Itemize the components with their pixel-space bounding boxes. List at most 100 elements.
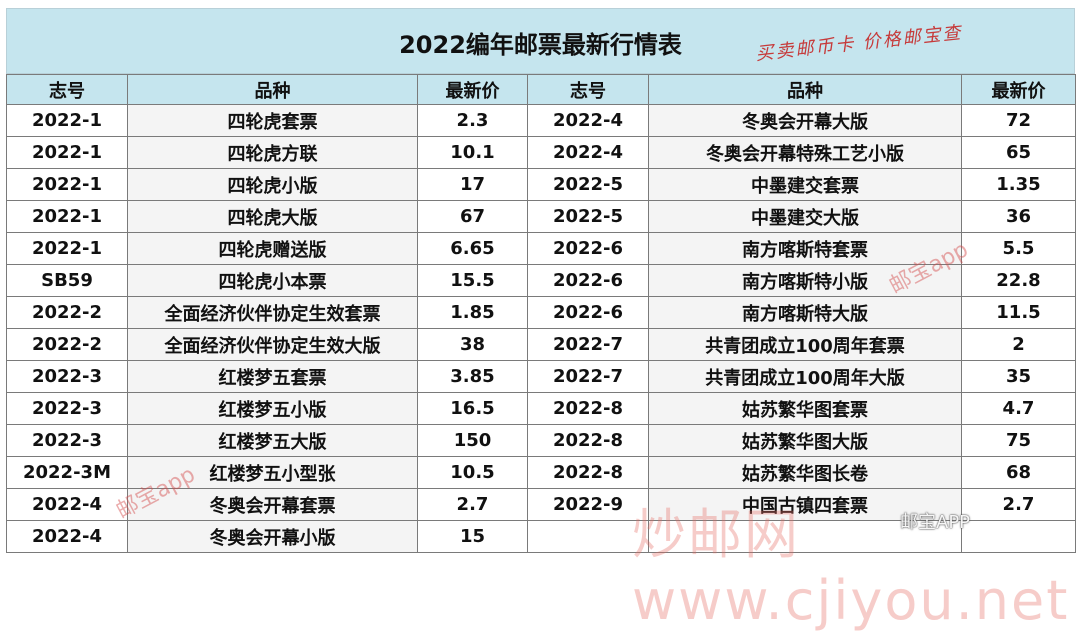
- cell-price: 1.85: [417, 296, 528, 329]
- cell-code: 2022-4: [527, 104, 649, 137]
- cell-price: 2.7: [417, 488, 528, 521]
- header-kind: 品种: [127, 74, 418, 105]
- header-price: 最新价: [961, 74, 1076, 105]
- cell-kind: 全面经济伙伴协定生效套票: [127, 296, 418, 329]
- cell-kind: 全面经济伙伴协定生效大版: [127, 328, 418, 361]
- cell-kind: 红楼梦五小版: [127, 392, 418, 425]
- cell-kind: 红楼梦五套票: [127, 360, 418, 393]
- cell-price: 2.3: [417, 104, 528, 137]
- cell-kind: 红楼梦五小型张: [127, 456, 418, 489]
- cell-code: 2022-4: [6, 520, 128, 553]
- table-row: 2022-1 四轮虎小版 17 2022-5 中墨建交套票 1.35: [6, 168, 1076, 201]
- header-price: 最新价: [417, 74, 528, 105]
- table-body: 2022-1 四轮虎套票 2.3 2022-4 冬奥会开幕大版 72 2022-1 四轮虎方联…: [6, 104, 1076, 553]
- cell-code: 2022-1: [6, 136, 128, 169]
- cell-code: 2022-1: [6, 232, 128, 265]
- cell-code: 2022-9: [527, 488, 649, 521]
- cell-price: 16.5: [417, 392, 528, 425]
- cell-price: 11.5: [961, 296, 1076, 329]
- cell-kind: 四轮虎小版: [127, 168, 418, 201]
- cell-kind: 四轮虎小本票: [127, 264, 418, 297]
- cell-price: 2.7: [961, 488, 1076, 521]
- page-title: 2022编年邮票最新行情表: [399, 31, 682, 59]
- cell-kind: 冬奥会开幕大版: [648, 104, 962, 137]
- cell-kind: 冬奥会开幕特殊工艺小版: [648, 136, 962, 169]
- cell-price: 15: [417, 520, 528, 553]
- table-row: 2022-1 四轮虎方联 10.1 2022-4 冬奥会开幕特殊工艺小版 65: [6, 136, 1076, 169]
- cell-code: 2022-3M: [6, 456, 128, 489]
- cell-code: 2022-6: [527, 232, 649, 265]
- table-row: 2022-3M 红楼梦五小型张 10.5 2022-8 姑苏繁华图长卷 68: [6, 456, 1076, 489]
- cell-code: SB59: [6, 264, 128, 297]
- header-row: 志号 品种 最新价 志号 品种 最新价: [6, 74, 1076, 105]
- table-row: 2022-3 红楼梦五套票 3.85 2022-7 共青团成立100周年大版 35: [6, 360, 1076, 393]
- header-kind: 品种: [648, 74, 962, 105]
- cell-kind: [648, 520, 962, 553]
- table-row: SB59 四轮虎小本票 15.5 2022-6 南方喀斯特小版 22.8: [6, 264, 1076, 297]
- cell-kind: 四轮虎大版: [127, 200, 418, 233]
- price-sheet: 2022编年邮票最新行情表 买卖邮币卡 价格邮宝查 志号 品种 最新价 志号 品…: [6, 8, 1076, 553]
- cell-kind: 姑苏繁华图套票: [648, 392, 962, 425]
- cell-price: 36: [961, 200, 1076, 233]
- cell-price: 35: [961, 360, 1076, 393]
- table-row: 2022-3 红楼梦五大版 150 2022-8 姑苏繁华图大版 75: [6, 424, 1076, 457]
- cell-price: 22.8: [961, 264, 1076, 297]
- cell-code: 2022-8: [527, 424, 649, 457]
- cell-code: 2022-1: [6, 104, 128, 137]
- cell-price: 10.1: [417, 136, 528, 169]
- cell-kind: 中国古镇四套票: [648, 488, 962, 521]
- cell-price: 15.5: [417, 264, 528, 297]
- cell-price: 67: [417, 200, 528, 233]
- cell-code: 2022-6: [527, 296, 649, 329]
- cell-kind: 四轮虎赠送版: [127, 232, 418, 265]
- cell-code: 2022-6: [527, 264, 649, 297]
- cell-price: 10.5: [417, 456, 528, 489]
- cell-code: 2022-5: [527, 168, 649, 201]
- cell-kind: 冬奥会开幕小版: [127, 520, 418, 553]
- cell-price: 2: [961, 328, 1076, 361]
- table-row: 2022-3 红楼梦五小版 16.5 2022-8 姑苏繁华图套票 4.7: [6, 392, 1076, 425]
- cell-kind: 冬奥会开幕套票: [127, 488, 418, 521]
- cell-kind: 南方喀斯特小版: [648, 264, 962, 297]
- cell-price: 3.85: [417, 360, 528, 393]
- cell-code: 2022-3: [6, 424, 128, 457]
- table-row: 2022-1 四轮虎套票 2.3 2022-4 冬奥会开幕大版 72: [6, 104, 1076, 137]
- cell-price: 17: [417, 168, 528, 201]
- table-row: 2022-2 全面经济伙伴协定生效套票 1.85 2022-6 南方喀斯特大版 11.5: [6, 296, 1076, 329]
- cell-kind: 共青团成立100周年套票: [648, 328, 962, 361]
- table-row: 2022-4 冬奥会开幕小版 15: [6, 520, 1076, 553]
- cell-code: 2022-3: [6, 392, 128, 425]
- cell-price: 1.35: [961, 168, 1076, 201]
- cell-price: 38: [417, 328, 528, 361]
- cell-kind: 姑苏繁华图长卷: [648, 456, 962, 489]
- cell-price: 5.5: [961, 232, 1076, 265]
- cell-price: 6.65: [417, 232, 528, 265]
- cell-price: 75: [961, 424, 1076, 457]
- cell-code: 2022-2: [6, 296, 128, 329]
- cell-code: 2022-5: [527, 200, 649, 233]
- cell-code: 2022-7: [527, 328, 649, 361]
- cell-code: 2022-8: [527, 456, 649, 489]
- price-table: 志号 品种 最新价 志号 品种 最新价 2022-1 四轮虎套票 2.3 2022-4…: [6, 74, 1076, 553]
- cell-kind: 共青团成立100周年大版: [648, 360, 962, 393]
- cell-price: 72: [961, 104, 1076, 137]
- cell-price: 4.7: [961, 392, 1076, 425]
- cell-kind: 南方喀斯特大版: [648, 296, 962, 329]
- cell-code: 2022-1: [6, 168, 128, 201]
- table-row: 2022-4 冬奥会开幕套票 2.7 2022-9 中国古镇四套票 2.7: [6, 488, 1076, 521]
- cell-kind: 红楼梦五大版: [127, 424, 418, 457]
- cell-kind: 四轮虎方联: [127, 136, 418, 169]
- table-row: 2022-1 四轮虎大版 67 2022-5 中墨建交大版 36: [6, 200, 1076, 233]
- cell-code: 2022-4: [6, 488, 128, 521]
- table-row: 2022-1 四轮虎赠送版 6.65 2022-6 南方喀斯特套票 5.5: [6, 232, 1076, 265]
- cell-code: 2022-4: [527, 136, 649, 169]
- cell-price: 65: [961, 136, 1076, 169]
- cell-price: 68: [961, 456, 1076, 489]
- title-bar: 2022编年邮票最新行情表 买卖邮币卡 价格邮宝查: [6, 8, 1075, 74]
- cell-code: [527, 520, 649, 553]
- cell-code: 2022-3: [6, 360, 128, 393]
- cell-price: 150: [417, 424, 528, 457]
- cell-kind: 四轮虎套票: [127, 104, 418, 137]
- header-code: 志号: [6, 74, 128, 105]
- table-row: 2022-2 全面经济伙伴协定生效大版 38 2022-7 共青团成立100周年套票 2: [6, 328, 1076, 361]
